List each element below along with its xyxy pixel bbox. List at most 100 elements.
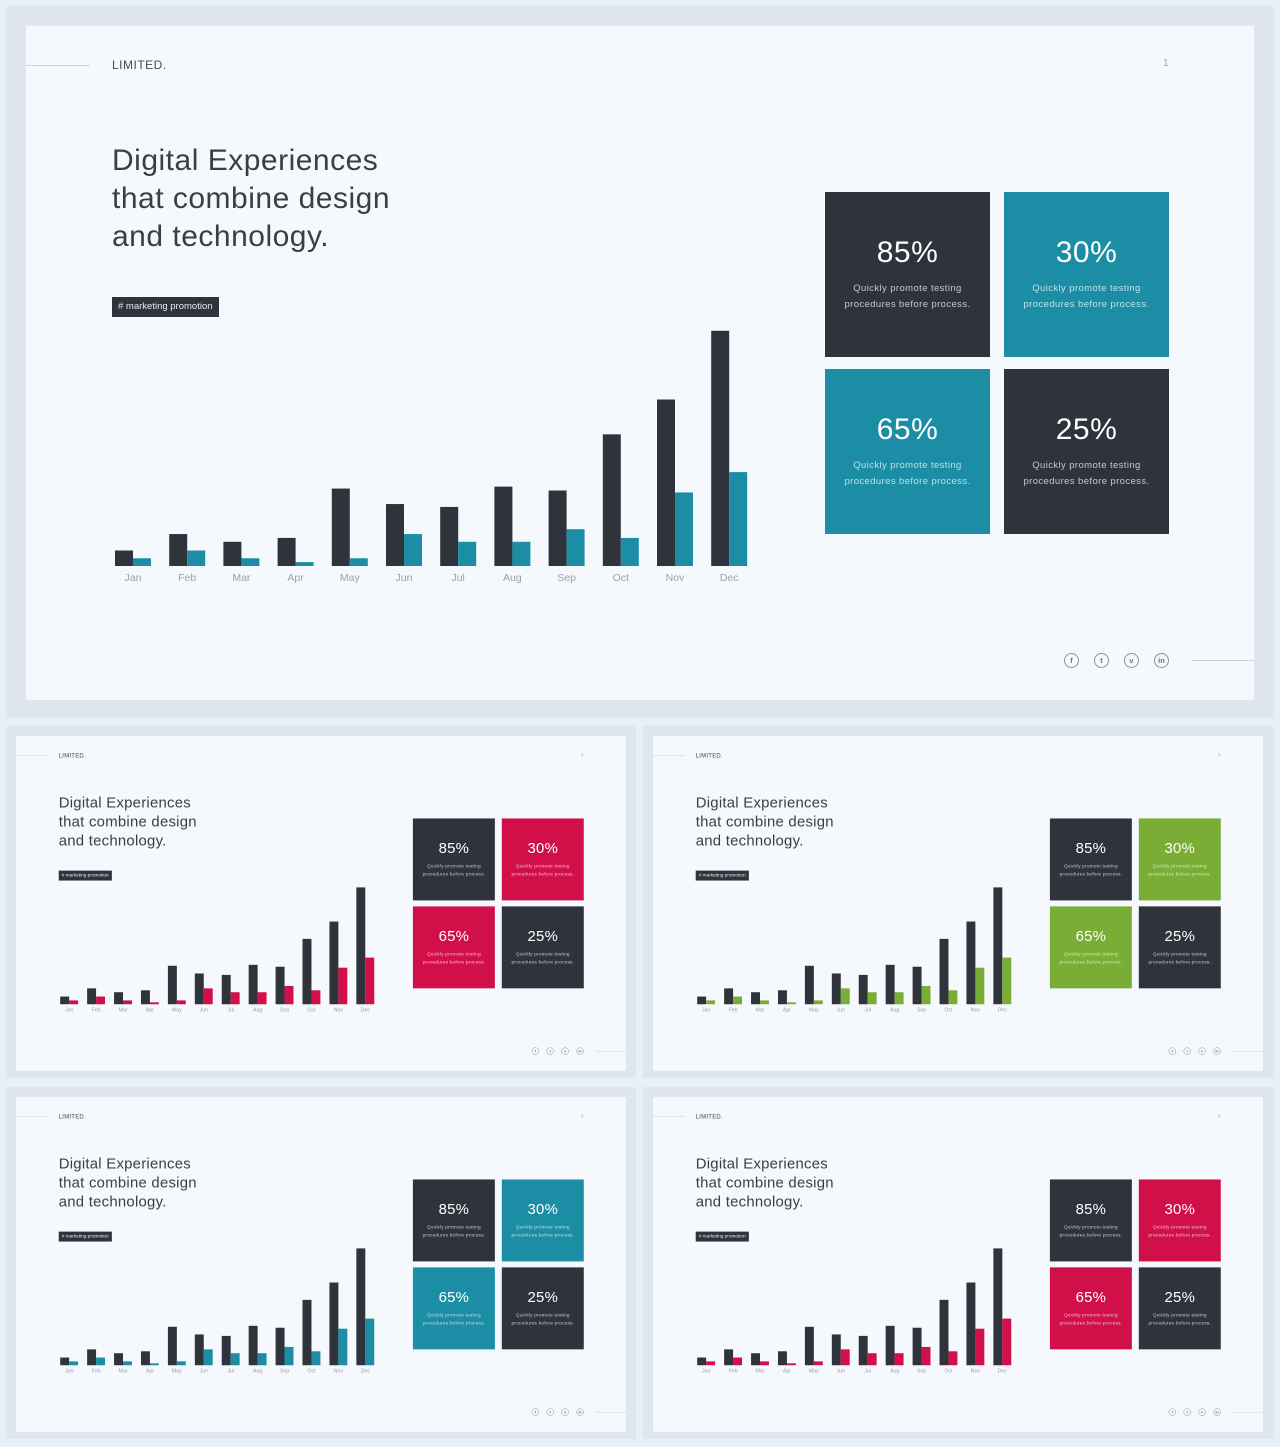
tick-label-feb: Feb — [729, 1369, 738, 1375]
stat-description: Quickly promote testing procedures before… — [1054, 1312, 1128, 1327]
stat-desc-line: Quickly promote testing — [1152, 1224, 1207, 1231]
stat-box-65: 65% Quickly promote testing procedures be… — [1049, 1267, 1132, 1350]
bar-accent-nov — [675, 492, 693, 566]
facebook-icon[interactable]: f — [1168, 1047, 1177, 1055]
twitter-icon[interactable]: t — [546, 1047, 554, 1055]
tick-label-jan: Jan — [65, 1369, 73, 1375]
facebook-icon[interactable]: f — [1168, 1408, 1177, 1416]
stat-desc-line: procedures before process. — [1059, 1320, 1123, 1326]
stat-description: Quickly promote testing procedures before… — [833, 458, 982, 489]
bar-accent-mar — [759, 1361, 769, 1366]
tick-label-apr: Apr — [783, 1008, 791, 1014]
tick-label-jul: Jul — [227, 1369, 234, 1375]
bar-accent-aug — [257, 992, 267, 1005]
headline-line-2: that combine design — [695, 813, 834, 830]
bar-dark-may — [331, 488, 350, 566]
tick-label-may: May — [340, 572, 361, 584]
tick-label-apr: Apr — [783, 1369, 791, 1375]
stat-description: Quickly promote testing procedures before… — [417, 1312, 491, 1327]
headline: Digital Experiences that combine design … — [696, 794, 905, 851]
stat-description: Quickly promote testing procedures before… — [1012, 458, 1161, 489]
bar-accent-sep — [921, 985, 931, 1005]
tick-label-dec: Dec — [998, 1369, 1008, 1375]
twitter-icon[interactable]: t — [1183, 1047, 1191, 1055]
bar-dark-aug — [885, 1325, 895, 1366]
bar-accent-oct — [948, 990, 958, 1005]
vimeo-icon[interactable]: v — [561, 1047, 569, 1055]
tick-label-jun: Jun — [200, 1008, 208, 1014]
bar-dark-jun — [386, 504, 404, 566]
bar-dark-feb — [724, 988, 734, 1005]
stat-box-30: 30% Quickly promote testing procedures be… — [501, 1179, 584, 1262]
twitter-icon[interactable]: t — [1183, 1408, 1191, 1416]
bar-accent-oct — [620, 537, 639, 566]
tick-label-jan: Jan — [65, 1008, 73, 1014]
stat-desc-line: Quickly promote testing — [1063, 863, 1118, 870]
stat-desc-line: procedures before process. — [1059, 871, 1123, 877]
twitter-icon[interactable]: t — [546, 1408, 554, 1416]
linkedin-icon[interactable]: in — [576, 1408, 584, 1416]
stat-value: 30% — [527, 840, 559, 857]
tick-label-oct: Oct — [944, 1369, 953, 1375]
stat-box-65: 65% Quickly promote testing procedures be… — [412, 1267, 495, 1350]
bar-dark-nov — [966, 921, 976, 1005]
bar-accent-mar — [122, 1361, 132, 1366]
tag-label: # marketing promotion — [58, 1231, 112, 1242]
tick-label-feb: Feb — [92, 1008, 101, 1014]
linkedin-icon[interactable]: in — [576, 1047, 584, 1055]
stat-box-25: 25% Quickly promote testing procedures be… — [1004, 369, 1169, 534]
tick-label-apr: Apr — [146, 1008, 154, 1014]
bar-dark-oct — [939, 1299, 949, 1366]
headline-line-1: Digital Experiences — [695, 1155, 829, 1173]
stat-box-25: 25% Quickly promote testing procedures be… — [501, 1267, 584, 1350]
bar-dark-mar — [751, 992, 760, 1005]
bar-dark-jul — [221, 974, 231, 1005]
bar-accent-feb — [187, 550, 206, 566]
facebook-icon[interactable]: f — [531, 1408, 540, 1416]
stat-description: Quickly promote testing procedures before… — [1143, 863, 1217, 878]
vimeo-icon[interactable]: v — [1124, 653, 1139, 668]
tick-label-sep: Sep — [280, 1369, 289, 1375]
tick-label-oct: Oct — [944, 1008, 953, 1014]
stat-value: 30% — [527, 1201, 559, 1218]
tick-label-may: May — [172, 1008, 182, 1014]
stat-desc-line: Quickly promote testing — [853, 460, 962, 471]
facebook-icon[interactable]: f — [531, 1047, 540, 1055]
bar-dark-nov — [329, 1282, 339, 1366]
tick-label-jun: Jun — [200, 1369, 208, 1375]
linkedin-icon[interactable]: in — [1154, 653, 1169, 668]
vimeo-icon[interactable]: v — [1198, 1047, 1206, 1055]
bar-dark-dec — [993, 1248, 1003, 1366]
bar-accent-feb — [733, 1357, 743, 1366]
tick-label-feb: Feb — [729, 1008, 738, 1014]
bar-dark-sep — [912, 1327, 922, 1366]
linkedin-icon[interactable]: in — [1213, 1047, 1221, 1055]
vimeo-icon[interactable]: v — [1198, 1408, 1206, 1416]
bar-dark-sep — [275, 1327, 285, 1366]
twitter-icon[interactable]: t — [1094, 653, 1109, 668]
bar-dark-may — [804, 1326, 814, 1366]
bar-dark-mar — [223, 541, 242, 566]
headline-line-3: and technology. — [58, 832, 167, 849]
headline-line-2: that combine design — [112, 182, 391, 215]
bar-dark-jul — [858, 1335, 868, 1366]
stat-value: 30% — [1164, 1201, 1196, 1218]
bar-dark-feb — [724, 1349, 734, 1366]
tick-label-aug: Aug — [253, 1369, 262, 1375]
stat-box-85: 85% Quickly promote testing procedures be… — [412, 818, 495, 901]
tick-label-jun: Jun — [837, 1008, 845, 1014]
tick-label-aug: Aug — [253, 1008, 262, 1014]
headline-line-3: and technology. — [112, 220, 330, 253]
slide-4: LIMITED. 1 Digital Experiences that comb… — [16, 1097, 626, 1432]
stat-box-25: 25% Quickly promote testing procedures be… — [1138, 1267, 1221, 1350]
headline-line-2: that combine design — [58, 1174, 197, 1191]
facebook-icon[interactable]: f — [1064, 653, 1079, 668]
stat-description: Quickly promote testing procedures before… — [1143, 1312, 1217, 1327]
linkedin-icon[interactable]: in — [1213, 1408, 1221, 1416]
tick-label-mar: Mar — [756, 1008, 765, 1014]
slide-1: LIMITED. 1 Digital Experiences that comb… — [26, 26, 1254, 700]
stat-value: 25% — [1164, 1289, 1196, 1306]
stat-desc-line: procedures before process. — [1059, 1232, 1123, 1238]
vimeo-icon[interactable]: v — [561, 1408, 569, 1416]
page-number: 1 — [1163, 58, 1169, 69]
